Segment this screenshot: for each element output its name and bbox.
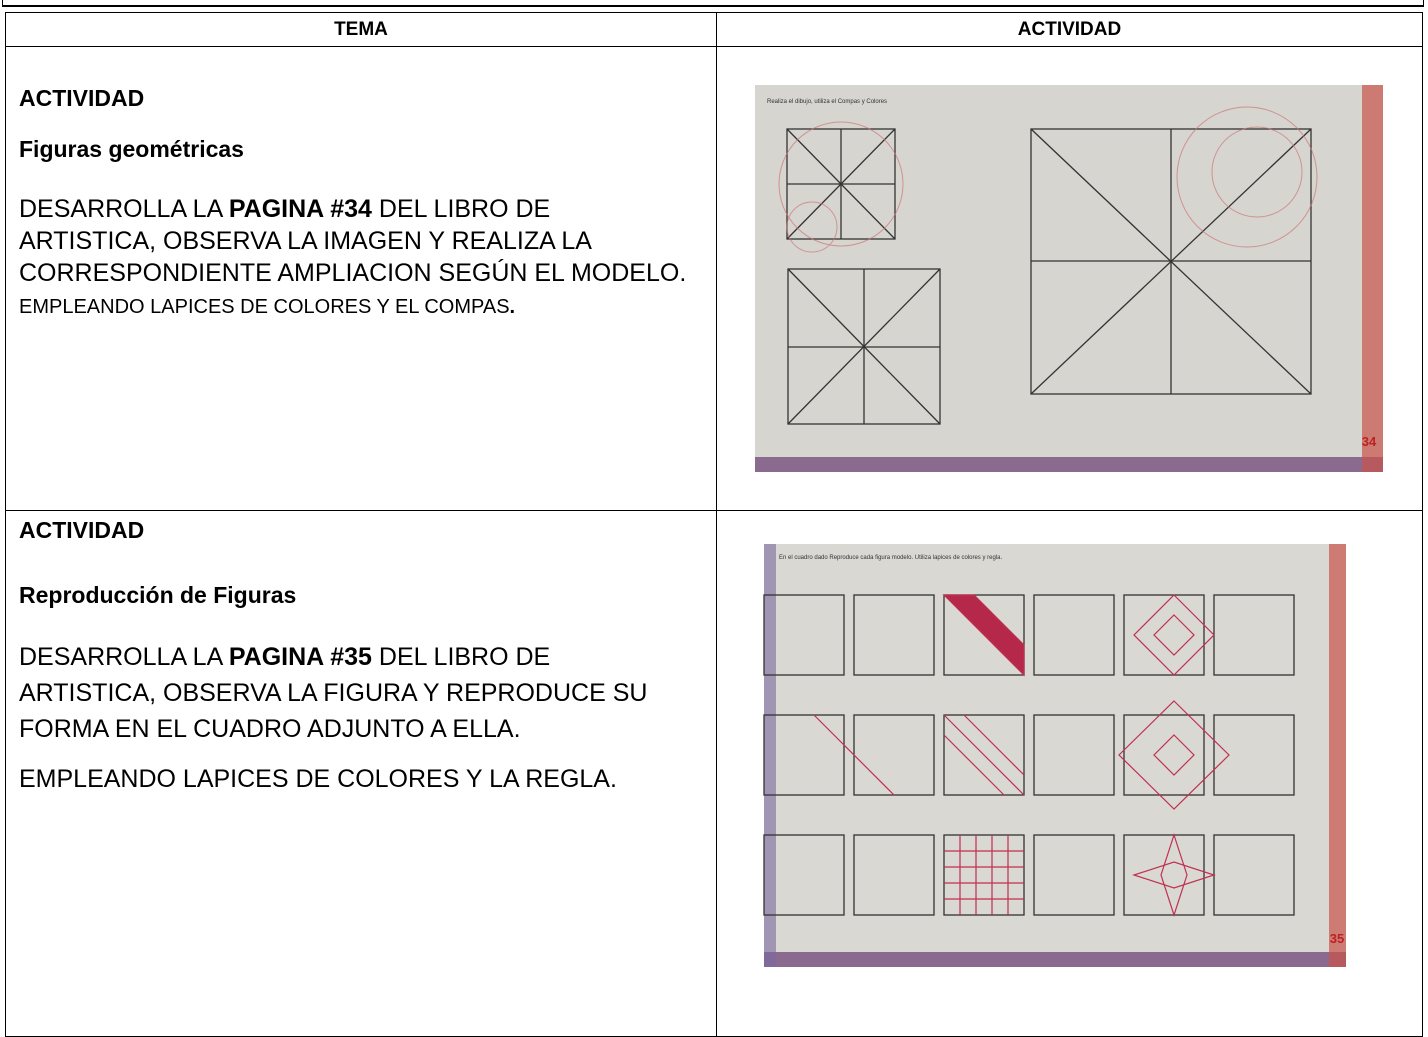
- model-figures: [813, 594, 1230, 917]
- square: [1123, 594, 1205, 676]
- topic-title: Figuras geométricas: [19, 136, 244, 162]
- note: EMPLEANDO LAPICES DE COLORES Y LA REGLA.: [19, 765, 617, 793]
- square: [1213, 714, 1295, 796]
- compass-arcs: [778, 106, 1318, 253]
- top-border: [2, 0, 1424, 7]
- page-number: 34: [1362, 434, 1377, 449]
- activity-cell: Realiza el dibujo, utiliza el Compas y C…: [716, 46, 1423, 511]
- paper: [764, 544, 1346, 967]
- square: [1033, 714, 1115, 796]
- header-row: TEMA ACTIVIDAD: [5, 12, 1423, 47]
- text: DEL LIBRO DE ARTISTICA, OBSERVA LA FIGUR…: [19, 643, 648, 743]
- border-strip: [764, 952, 1346, 967]
- border-strip: [764, 544, 776, 967]
- text: DESARROLLA LA: [19, 195, 229, 223]
- page-number: 35: [1330, 931, 1344, 946]
- note: EMPLEANDO LAPICES DE COLORES Y EL COMPAS: [19, 296, 510, 318]
- square: [763, 714, 845, 796]
- caption: Realiza el dibujo, utiliza el Compas y C…: [767, 99, 887, 105]
- paper: [755, 85, 1383, 472]
- square: [1123, 834, 1205, 916]
- column-header: ACTIVIDAD: [716, 12, 1423, 47]
- square: [1123, 714, 1205, 796]
- column-header: TEMA: [5, 12, 717, 47]
- square: [943, 834, 1025, 916]
- page-ref: PAGINA #34: [228, 195, 372, 223]
- topic-cell: ACTIVIDAD Reproducción de Figuras DESARR…: [5, 510, 717, 1037]
- text: DESARROLLA LA: [19, 643, 229, 671]
- caption: En el cuadro dado Reproduce cada figura …: [779, 555, 1002, 561]
- square: [943, 714, 1025, 796]
- row: ACTIVIDAD Figuras geométricas DESARROLLA…: [5, 46, 1423, 511]
- instructions: DESARROLLA LA PAGINA #35 DEL LIBRO DE AR…: [19, 639, 659, 747]
- square: [853, 594, 935, 676]
- label: ACTIVIDAD: [19, 85, 145, 111]
- border-strip: [1329, 544, 1346, 967]
- text: DEL LIBRO DE ARTISTICA, OBSERVA LA IMAGE…: [19, 195, 687, 287]
- worksheet-photo: Realiza el dibujo, utiliza el Compas y C…: [755, 85, 1383, 472]
- activity-cell: En el cuadro dado Reproduce cada figura …: [716, 510, 1423, 1037]
- row: ACTIVIDAD Reproducción de Figuras DESARR…: [5, 510, 1423, 1037]
- square: [943, 594, 1025, 676]
- square: [1033, 834, 1115, 916]
- instructions: DESARROLLA LA PAGINA #34 DEL LIBRO DE AR…: [19, 193, 689, 323]
- square: [763, 834, 845, 916]
- border-strip: [1362, 85, 1383, 472]
- note: .: [509, 296, 516, 318]
- topic-title: Reproducción de Figuras: [19, 582, 297, 608]
- square: [853, 834, 935, 916]
- worksheet-photo: En el cuadro dado Reproduce cada figura …: [763, 544, 1346, 967]
- activity-table: TEMA ACTIVIDAD ACTIVIDAD Figuras geométr…: [5, 12, 1423, 1037]
- figures: [786, 128, 1312, 425]
- label: ACTIVIDAD: [19, 517, 145, 543]
- border-strip: [755, 457, 1383, 472]
- square: [763, 594, 845, 676]
- page-ref: PAGINA #35: [228, 643, 372, 671]
- square: [1033, 594, 1115, 676]
- topic-cell: ACTIVIDAD Figuras geométricas DESARROLLA…: [5, 46, 717, 511]
- squares: [763, 594, 1295, 916]
